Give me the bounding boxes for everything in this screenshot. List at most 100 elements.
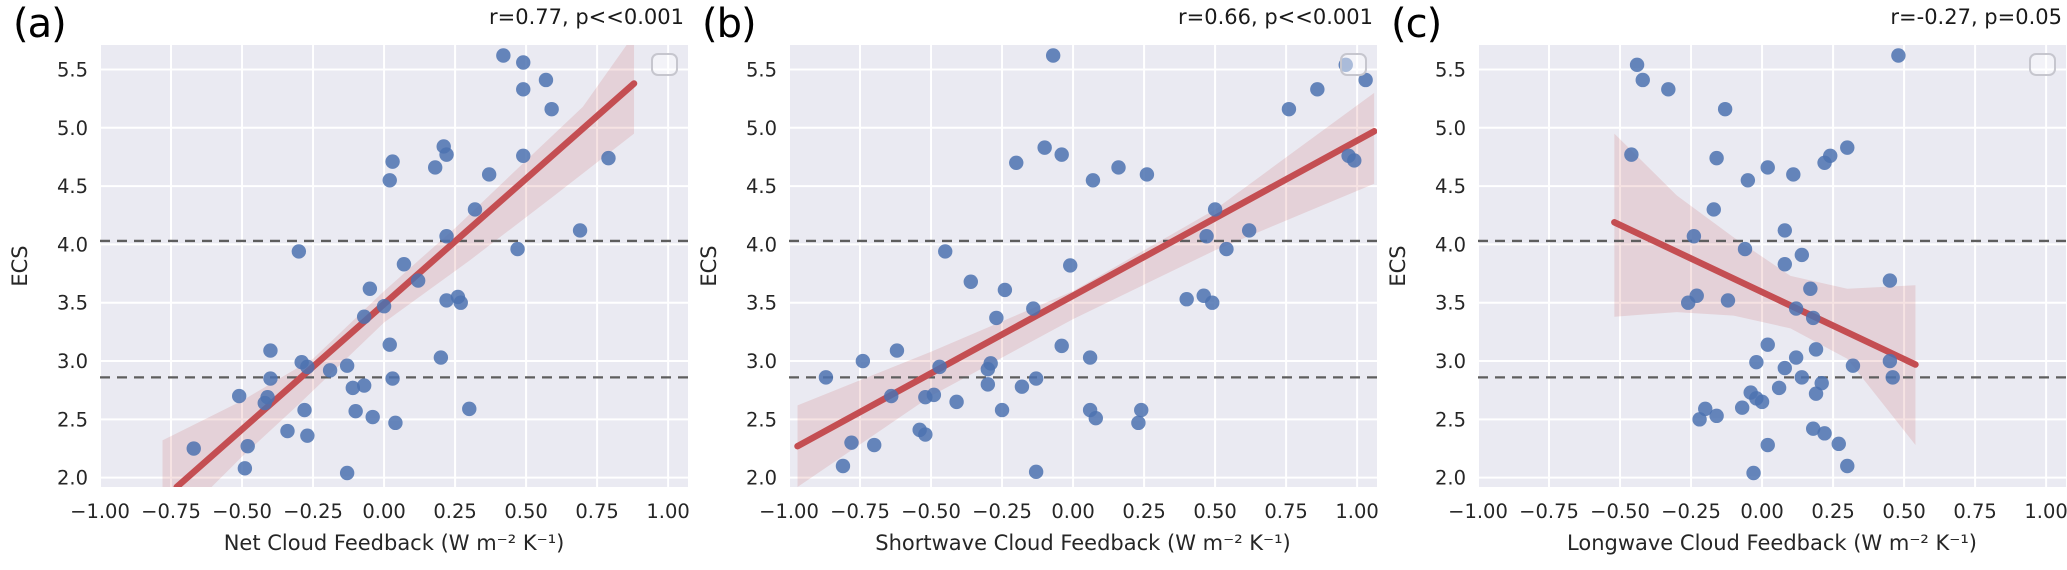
scatter-plot-longwave-cloud-feedback: −1.00 −0.75 −0.50 −0.25 0.00 0.25 0.50 0.75 1.00… <box>1386 45 2067 555</box>
data-point <box>1028 371 1044 386</box>
data-point <box>1882 353 1898 369</box>
data-point <box>263 371 278 386</box>
data-point <box>1026 301 1041 316</box>
data-point <box>997 282 1013 298</box>
y-tick-label: 5.0 <box>1435 117 1466 140</box>
data-point <box>1808 386 1824 401</box>
data-point <box>994 402 1010 418</box>
data-point <box>1771 380 1787 396</box>
data-point <box>938 244 953 259</box>
y-tick-label: 4.0 <box>746 233 777 256</box>
data-point <box>1885 370 1900 385</box>
data-point <box>516 148 531 163</box>
x-tick-label: 0.50 <box>1193 500 1236 523</box>
data-point <box>396 257 412 272</box>
data-point <box>1817 155 1832 170</box>
y-tick-label: 4.0 <box>1435 233 1466 256</box>
x-tick-label: −0.75 <box>830 500 890 523</box>
data-point <box>257 395 272 411</box>
data-point <box>1786 167 1801 182</box>
data-point <box>388 415 403 431</box>
y-tick-label: 3.5 <box>746 292 777 315</box>
x-tick-label: −0.50 <box>901 500 961 523</box>
data-point <box>510 241 525 257</box>
scatter-plot-net-cloud-feedback: −1.00 −0.75 −0.50 −0.25 0.00 0.25 0.50 0.75 1.00… <box>8 45 689 555</box>
data-point <box>1817 426 1832 441</box>
data-point <box>516 82 531 97</box>
data-point <box>1803 281 1818 296</box>
data-point <box>300 359 315 375</box>
data-point <box>538 72 554 88</box>
data-point <box>1131 415 1146 431</box>
regression-line <box>173 80 638 487</box>
data-point <box>439 147 454 162</box>
data-point <box>1063 258 1078 273</box>
data-point <box>1054 147 1069 162</box>
x-tick-label: −0.25 <box>283 500 343 523</box>
x-tick-label: 0.25 <box>1811 500 1854 523</box>
data-point <box>382 173 397 188</box>
data-point <box>345 380 361 396</box>
data-point <box>1686 229 1702 244</box>
data-point <box>572 223 588 238</box>
correlation-annotation-b: r=0.66, p<<0.001 <box>1178 5 1373 29</box>
panel-letter-a: (a) <box>13 1 67 47</box>
x-tick-label: 1.00 <box>2024 500 2067 523</box>
data-point <box>297 402 312 418</box>
data-point <box>601 150 616 166</box>
data-point <box>1788 301 1804 316</box>
data-point <box>1720 293 1736 308</box>
data-point <box>1028 464 1044 480</box>
x-tick-label: 0.00 <box>1740 500 1783 523</box>
y-tick-label: 3.5 <box>1435 292 1466 315</box>
data-point <box>427 160 443 175</box>
data-point <box>1358 72 1373 88</box>
legend-box <box>651 53 678 76</box>
y-tick-label: 2.0 <box>746 467 777 490</box>
data-point <box>1139 167 1155 182</box>
data-point <box>835 458 851 474</box>
data-point <box>356 309 372 324</box>
data-point <box>1082 350 1098 365</box>
panel-letter-c: (c) <box>1391 1 1442 47</box>
y-tick-label: 2.5 <box>746 408 777 431</box>
y-tick-label: 3.0 <box>1435 350 1466 373</box>
data-point <box>980 362 996 377</box>
y-tick-label: 5.5 <box>57 58 88 81</box>
data-point <box>280 423 295 439</box>
data-point <box>1347 153 1362 168</box>
data-point <box>1749 355 1764 370</box>
data-point <box>467 202 483 217</box>
plot-background <box>1478 45 2066 487</box>
x-tick-label: 0.25 <box>1122 500 1165 523</box>
x-axis-label: Net Cloud Feedback (W m⁻² K⁻¹) <box>224 531 565 555</box>
x-tick-label: 0.75 <box>575 500 618 523</box>
y-tick-label: 4.5 <box>1435 175 1466 198</box>
data-point <box>1709 150 1724 166</box>
y-tick-label: 3.0 <box>57 350 88 373</box>
data-point <box>1777 257 1792 272</box>
legend-box <box>1340 53 1367 76</box>
y-tick-label: 4.5 <box>746 175 777 198</box>
x-tick-label: 1.00 <box>1335 500 1378 523</box>
data-point <box>1207 202 1223 217</box>
data-point <box>1717 101 1733 117</box>
x-tick-label: 0.50 <box>504 500 547 523</box>
data-point <box>855 353 871 369</box>
data-point <box>1179 292 1194 307</box>
y-tick-label: 2.5 <box>57 408 88 431</box>
data-point <box>1698 401 1713 417</box>
data-point <box>231 388 247 404</box>
data-point <box>1014 379 1030 394</box>
data-point <box>1734 400 1750 415</box>
data-point <box>1760 337 1775 352</box>
legend-box <box>2029 53 2056 76</box>
data-point <box>1840 140 1855 155</box>
scatter-points <box>818 48 1373 480</box>
x-tick-label: −0.50 <box>1590 500 1650 523</box>
data-point <box>1709 408 1724 424</box>
x-tick-label: −0.75 <box>141 500 201 523</box>
correlation-annotation-a: r=0.77, p<<0.001 <box>489 5 684 29</box>
panel-letter-b: (b) <box>702 1 757 47</box>
x-tick-label: −0.75 <box>1519 500 1579 523</box>
